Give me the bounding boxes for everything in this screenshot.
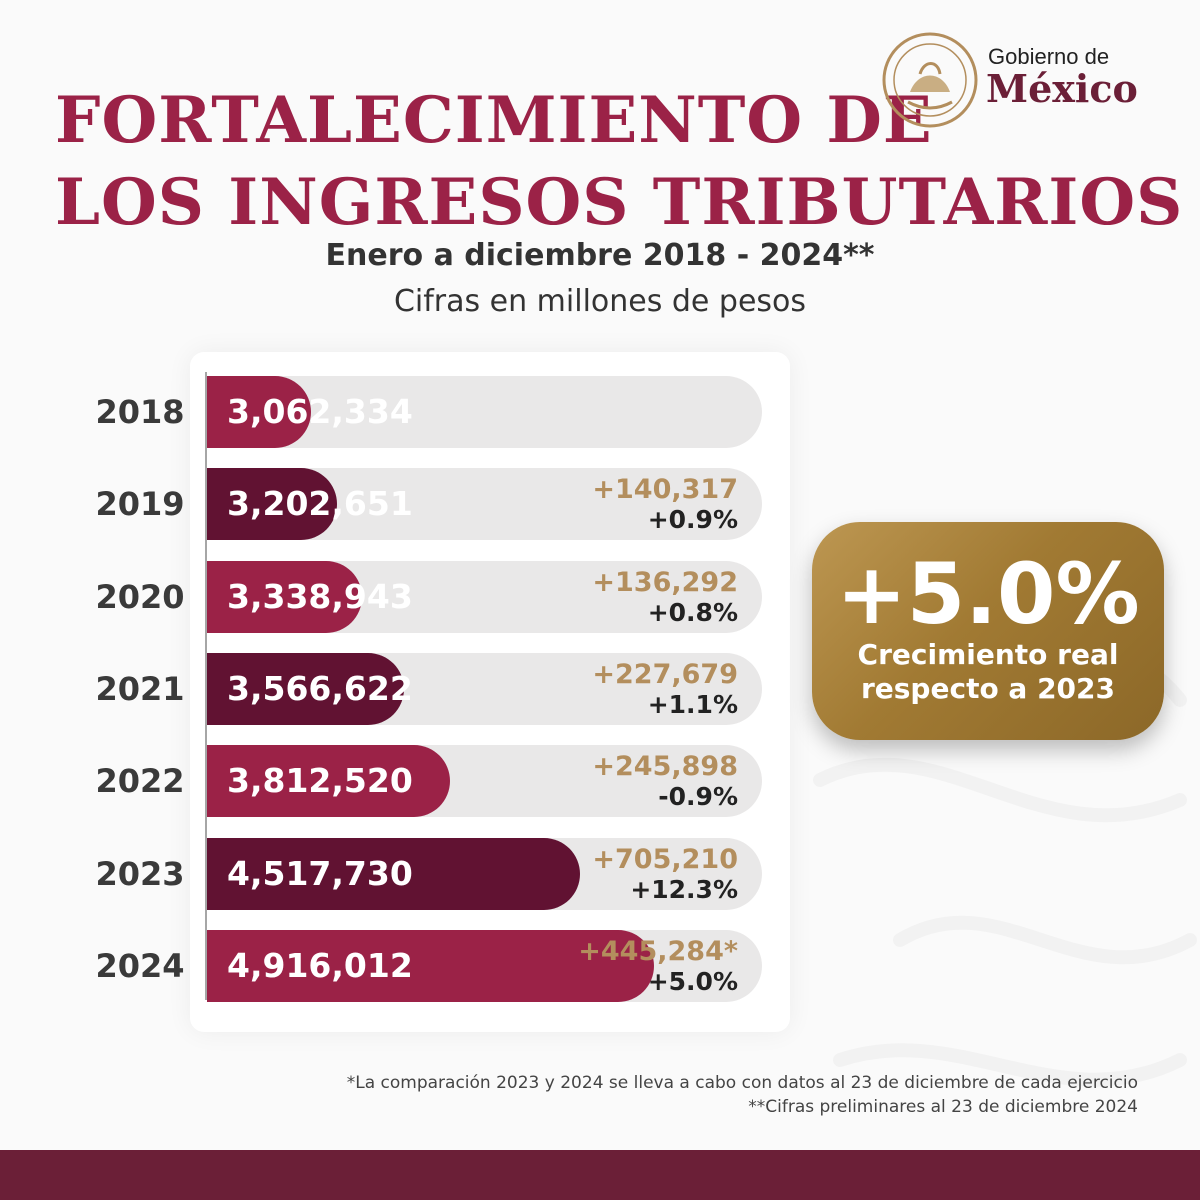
increment-label: +245,898 — [592, 751, 738, 782]
national-seal-icon — [882, 32, 978, 128]
chart-row: 2022 3,812,520 +245,898 -0.9% — [0, 743, 1200, 819]
bar — [207, 838, 580, 910]
increment-label: +705,210 — [592, 844, 738, 875]
chart-axis-line — [205, 372, 207, 1000]
growth-badge-label-line-2: respecto a 2023 — [860, 672, 1116, 705]
year-label: 2023 — [95, 855, 185, 893]
bar — [207, 930, 654, 1002]
real-growth-label: +12.3% — [630, 875, 738, 904]
year-label: 2022 — [95, 762, 185, 800]
title-line-2: LOS INGRESOS TRIBUTARIOS — [55, 165, 1184, 240]
logo-line-1: Gobierno de — [988, 44, 1110, 69]
bar-value-label: 3,338,943 — [227, 577, 413, 616]
chart-row: 2019 3,202,651 +140,317 +0.9% — [0, 466, 1200, 542]
chart-row: 2024 4,916,012 +445,284* +5.0% — [0, 928, 1200, 1004]
bar-value-label: 3,062,334 — [227, 392, 413, 431]
increment-label: +227,679 — [592, 659, 738, 690]
page-title: FORTALECIMIENTO DE LOS INGRESOS TRIBUTAR… — [55, 80, 1183, 244]
bar-value-label: 3,812,520 — [227, 761, 413, 800]
title-line-1: FORTALECIMIENTO DE — [55, 83, 933, 158]
bar-value-label: 4,916,012 — [227, 946, 413, 985]
growth-badge: +5.0% Crecimiento real respecto a 2023 — [812, 522, 1164, 740]
footnote-1: *La comparación 2023 y 2024 se lleva a c… — [346, 1073, 1138, 1093]
increment-label: +445,284* — [578, 936, 738, 967]
increment-label: +136,292 — [592, 567, 738, 598]
real-growth-label: +0.9% — [647, 505, 738, 534]
government-logo: Gobierno de México — [880, 30, 1180, 130]
increment-label: +140,317 — [592, 474, 738, 505]
bar — [207, 745, 450, 817]
year-label: 2019 — [95, 485, 185, 523]
chart-row: 2021 3,566,622 +227,679 +1.1% — [0, 651, 1200, 727]
year-label: 2018 — [95, 393, 185, 431]
real-growth-label: -0.9% — [658, 782, 738, 811]
real-growth-label: +0.8% — [647, 598, 738, 627]
logo-line-2: México — [986, 66, 1138, 111]
real-growth-label: +5.0% — [647, 967, 738, 996]
bar-value-label: 3,566,622 — [227, 669, 413, 708]
chart-period: Enero a diciembre 2018 - 2024** — [325, 238, 875, 273]
growth-badge-value: +5.0% — [836, 545, 1140, 643]
year-label: 2021 — [95, 670, 185, 708]
growth-badge-label-line-1: Crecimiento real — [857, 638, 1119, 671]
chart-row: 2018 3,062,334 — [0, 374, 1200, 450]
real-growth-label: +1.1% — [647, 690, 738, 719]
footnote-2: **Cifras preliminares al 23 de diciembre… — [748, 1097, 1138, 1117]
bar — [207, 653, 404, 725]
bar — [207, 376, 311, 448]
bar — [207, 561, 362, 633]
bar-value-label: 3,202,651 — [227, 484, 413, 523]
chart-row: 2020 3,338,943 +136,292 +0.8% — [0, 559, 1200, 635]
footer-band — [0, 1150, 1200, 1200]
year-label: 2020 — [95, 578, 185, 616]
bar — [207, 468, 337, 540]
growth-badge-label: Crecimiento real respecto a 2023 — [812, 638, 1164, 706]
chart-unit: Cifras en millones de pesos — [393, 284, 807, 319]
year-label: 2024 — [95, 947, 185, 985]
bar-value-label: 4,517,730 — [227, 854, 413, 893]
chart-row: 2023 4,517,730 +705,210 +12.3% — [0, 836, 1200, 912]
